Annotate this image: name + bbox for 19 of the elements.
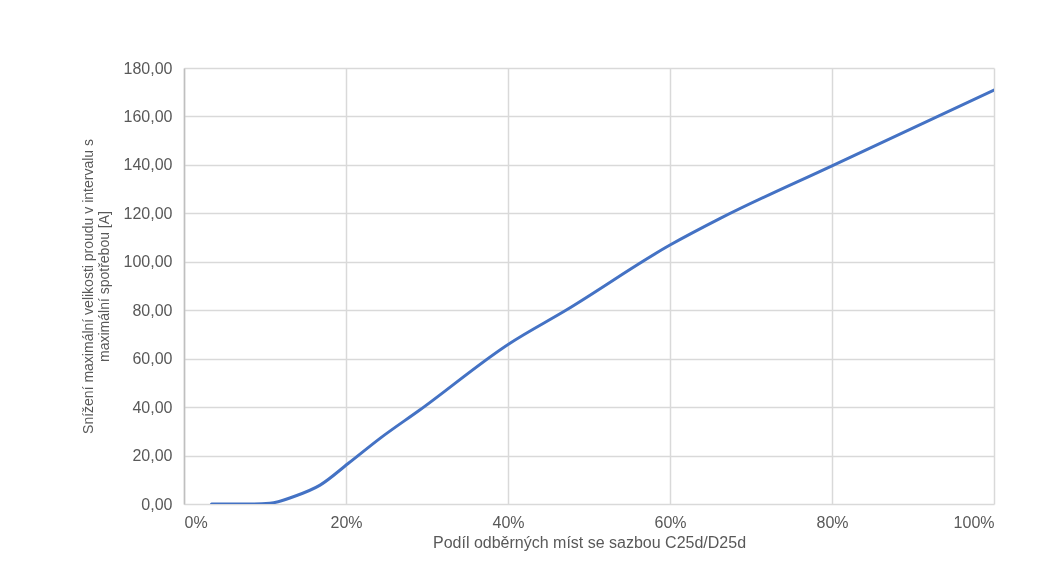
y-tick-label: 120,00 (123, 204, 173, 222)
y-tick-label: 100,00 (123, 253, 173, 271)
x-axis-title: Podíl odběrných míst se sazbou C25d/D25d (432, 533, 747, 551)
x-tick-label: 0% (184, 513, 208, 531)
y-tick-label: 160,00 (123, 107, 173, 125)
y-tick-label: 40,00 (132, 398, 173, 416)
line-series (210, 88, 994, 504)
y-tick-label: 180,00 (123, 59, 173, 77)
x-tick-label: 80% (816, 513, 849, 531)
y-tick-label: 20,00 (132, 447, 173, 465)
x-tick-label: 60% (654, 513, 687, 531)
x-tick-label: 40% (492, 513, 525, 531)
y-tick-label: 0,00 (141, 495, 173, 513)
y-axis-title: Snížení maximální velikosti proudu v intervalu s maximální spotřebou [A] (79, 139, 112, 434)
y-tick-label: 140,00 (123, 156, 173, 174)
y-tick-label: 80,00 (132, 301, 173, 319)
x-tick-label: 100% (953, 513, 995, 531)
y-tick-label: 60,00 (132, 350, 173, 368)
x-tick-label: 20% (330, 513, 363, 531)
